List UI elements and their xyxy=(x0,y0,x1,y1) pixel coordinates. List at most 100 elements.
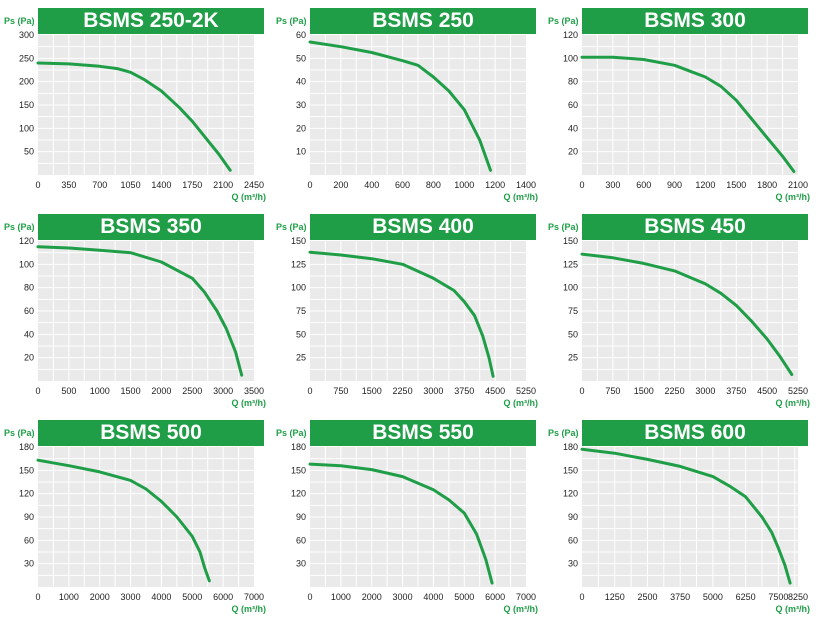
x-tick-label: 5000 xyxy=(703,592,723,602)
x-tick-label: 0 xyxy=(579,592,584,602)
x-tick-label: 0 xyxy=(307,592,312,602)
chart-title: BSMS 300 xyxy=(582,8,808,34)
x-tick-label: 3000 xyxy=(121,592,141,602)
x-tick-label: 700 xyxy=(92,180,107,190)
chart-title: BSMS 250 xyxy=(310,8,536,34)
y-tick-label: 100 xyxy=(563,283,578,293)
series-line xyxy=(580,447,792,585)
y-tick-label: 75 xyxy=(568,306,578,316)
y-tick-label: 30 xyxy=(296,100,306,110)
x-tick-label: 500 xyxy=(61,386,76,396)
x-axis-label: Q (m³/h) xyxy=(775,604,811,614)
x-tick-label: 5250 xyxy=(788,386,808,396)
chart-panel: BSMS 550 Ps (Pa) Q (m³/h) 0 1000 2000 3000 4000… xyxy=(272,412,544,617)
y-tick-label: 180 xyxy=(19,442,34,452)
y-tick-label: 50 xyxy=(296,53,306,63)
x-tick-label: 1800 xyxy=(757,180,777,190)
x-tick-label: 750 xyxy=(333,386,348,396)
y-tick-label: 40 xyxy=(24,329,34,339)
y-tick-label: 150 xyxy=(291,465,306,475)
x-tick-label: 600 xyxy=(395,180,410,190)
y-tick-label: 100 xyxy=(563,53,578,63)
x-tick-label: 200 xyxy=(333,180,348,190)
x-tick-label: 1500 xyxy=(121,386,141,396)
y-tick-label: 40 xyxy=(296,77,306,87)
x-tick-label: 2450 xyxy=(244,180,264,190)
x-tick-label: 1500 xyxy=(362,386,382,396)
y-tick-label: 20 xyxy=(296,123,306,133)
series-line xyxy=(308,40,492,172)
y-tick-label: 50 xyxy=(296,329,306,339)
x-tick-label: 1000 xyxy=(90,386,110,396)
y-axis-label: Ps (Pa) xyxy=(276,222,307,232)
x-tick-label: 7000 xyxy=(516,592,536,602)
chart-panel: BSMS 250-2K Ps (Pa) Q (m³/h) 0 350 700 1050 140… xyxy=(0,0,272,205)
series-line xyxy=(580,55,796,173)
y-tick-label: 30 xyxy=(24,559,34,569)
y-axis-label: Ps (Pa) xyxy=(276,16,307,26)
x-tick-label: 350 xyxy=(61,180,76,190)
x-tick-label: 750 xyxy=(605,386,620,396)
chart-panel: BSMS 350 Ps (Pa) Q (m³/h) 0 500 1000 1500 2000 2… xyxy=(0,206,272,411)
y-tick-label: 120 xyxy=(19,236,34,246)
x-tick-label: 2500 xyxy=(182,386,202,396)
y-tick-label: 250 xyxy=(19,53,34,63)
x-tick-label: 4000 xyxy=(423,592,443,602)
y-tick-label: 120 xyxy=(291,489,306,499)
y-tick-label: 180 xyxy=(563,442,578,452)
y-tick-label: 200 xyxy=(19,77,34,87)
y-tick-label: 150 xyxy=(19,465,34,475)
x-tick-label: 4500 xyxy=(485,386,505,396)
x-tick-label: 1000 xyxy=(59,592,79,602)
y-tick-label: 150 xyxy=(563,236,578,246)
y-tick-label: 10 xyxy=(296,147,306,157)
y-tick-label: 90 xyxy=(568,512,578,522)
x-tick-label: 0 xyxy=(35,592,40,602)
x-tick-label: 5250 xyxy=(516,386,536,396)
chart-title: BSMS 600 xyxy=(582,420,808,446)
y-tick-label: 50 xyxy=(568,329,578,339)
chart-panel: BSMS 250 Ps (Pa) Q (m³/h) 0 200 400 600 800 1000… xyxy=(272,0,544,205)
series-line xyxy=(36,245,244,377)
x-axis-label: Q (m³/h) xyxy=(503,398,539,408)
chart-panel: BSMS 500 Ps (Pa) Q (m³/h) 0 1000 2000 3000 4000… xyxy=(0,412,272,617)
x-tick-label: 0 xyxy=(579,180,584,190)
x-tick-label: 1400 xyxy=(151,180,171,190)
x-axis-label: Q (m³/h) xyxy=(503,192,539,202)
x-tick-label: 1200 xyxy=(485,180,505,190)
x-tick-label: 3750 xyxy=(726,386,746,396)
x-tick-label: 2500 xyxy=(637,592,657,602)
plot-area: 0 200 400 600 800 1000 1200 1400 10 20 30 40 50 60 xyxy=(296,30,536,190)
y-tick-label: 60 xyxy=(568,535,578,545)
series-line xyxy=(580,252,794,376)
y-axis-label: Ps (Pa) xyxy=(276,428,307,438)
y-tick-label: 30 xyxy=(296,559,306,569)
y-tick-label: 60 xyxy=(24,535,34,545)
x-tick-label: 1000 xyxy=(331,592,351,602)
y-tick-label: 100 xyxy=(19,259,34,269)
plot-area: 0 1000 2000 3000 4000 5000 6000 7000 30 60 90 120 15… xyxy=(291,442,536,602)
y-tick-label: 80 xyxy=(568,77,578,87)
x-tick-label: 1000 xyxy=(454,180,474,190)
series-line xyxy=(36,458,211,583)
x-tick-label: 900 xyxy=(667,180,682,190)
plot-area: 0 300 600 900 1200 1500 1800 2100 20 40 60 80 100 120 xyxy=(563,30,808,190)
y-tick-label: 75 xyxy=(296,306,306,316)
x-tick-label: 0 xyxy=(35,180,40,190)
chart-panel: BSMS 450 Ps (Pa) Q (m³/h) 0 750 1500 2250 3000 3… xyxy=(544,206,816,411)
y-tick-label: 60 xyxy=(296,535,306,545)
chart-panel: BSMS 400 Ps (Pa) Q (m³/h) 0 750 1500 2250 3000 3… xyxy=(272,206,544,411)
x-tick-label: 8250 xyxy=(788,592,808,602)
x-tick-label: 0 xyxy=(579,386,584,396)
x-axis-label: Q (m³/h) xyxy=(503,604,539,614)
y-tick-label: 300 xyxy=(19,30,34,40)
x-tick-label: 300 xyxy=(605,180,620,190)
y-tick-label: 20 xyxy=(24,353,34,363)
x-tick-label: 3750 xyxy=(454,386,474,396)
chart-title: BSMS 550 xyxy=(310,420,536,446)
x-tick-label: 5000 xyxy=(182,592,202,602)
x-axis-label: Q (m³/h) xyxy=(231,192,267,202)
y-tick-label: 25 xyxy=(568,353,578,363)
y-tick-label: 120 xyxy=(563,30,578,40)
